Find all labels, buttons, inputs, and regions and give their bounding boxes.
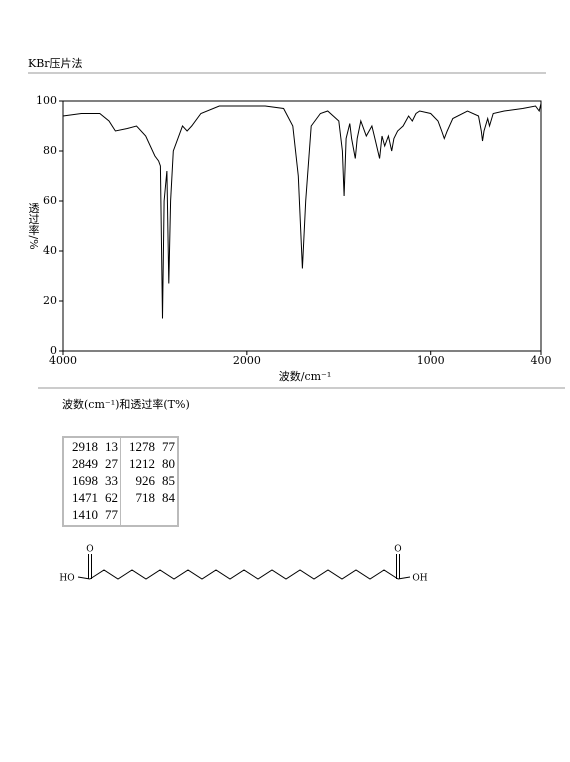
x-tick-label: 400	[531, 354, 552, 367]
peak-row: 2849 27	[66, 456, 118, 473]
peak-caption: 波数(cm⁻¹)和透过率(T%)	[62, 397, 190, 411]
peak-row: 1410 77	[66, 507, 118, 524]
y-tick-label: 60	[43, 194, 57, 207]
transmittance: 85	[162, 473, 175, 488]
atom-label: O	[394, 545, 401, 555]
x-tick-label: 2000	[233, 354, 261, 367]
peak-row: 1471 62	[66, 490, 118, 507]
y-axis-label: 透过率/%	[27, 202, 40, 249]
atom-label: OH	[412, 574, 427, 584]
transmittance: 27	[105, 456, 118, 471]
structure: HO O O OH	[59, 545, 427, 584]
wavenumber: 2918	[72, 439, 98, 454]
peak-column: 1278 77 1212 80 926 85 718 84	[120, 436, 179, 527]
y-tick-label: 100	[36, 94, 57, 107]
transmittance: 13	[105, 439, 118, 454]
transmittance: 62	[105, 490, 118, 505]
peak-row: 718 84	[123, 490, 176, 507]
wavenumber: 926	[135, 473, 156, 488]
x-tick-label: 4000	[49, 354, 77, 367]
method-title: KBr压片法	[28, 56, 83, 70]
bond	[77, 576, 91, 580]
peak-table: 2918 13 2849 27 1698 33 1471 62 1410 77 1278 77 1212…	[62, 436, 179, 527]
wavenumber: 1410	[72, 507, 98, 522]
wavenumber: 1698	[72, 473, 98, 488]
transmittance: 77	[162, 439, 175, 454]
y-tick-label: 20	[43, 294, 57, 307]
peak-row: 2918 13	[66, 439, 118, 456]
peak-row: 1278 77	[123, 439, 175, 456]
plot-frame	[62, 100, 542, 352]
bond-chain	[89, 569, 399, 580]
x-tick-label: 1000	[417, 354, 445, 367]
x-axis-label: 波数/cm⁻¹	[279, 370, 332, 383]
atom-label: O	[86, 545, 93, 555]
wavenumber: 1212	[129, 456, 155, 471]
transmittance: 77	[105, 507, 118, 522]
transmittance: 33	[105, 473, 118, 488]
bond	[397, 576, 411, 580]
wavenumber: 2849	[72, 456, 98, 471]
y-tick-label: 40	[43, 244, 57, 257]
y-tick-label: 80	[43, 144, 57, 157]
wavenumber: 1278	[129, 439, 155, 454]
wavenumber: 718	[135, 490, 156, 505]
wavenumber: 1471	[72, 490, 98, 505]
peak-row: 1212 80	[123, 456, 175, 473]
peak-column: 2918 13 2849 27 1698 33 1471 62 1410 77	[62, 436, 121, 527]
transmittance: 84	[162, 490, 175, 505]
transmittance: 80	[162, 456, 175, 471]
y-tick-label: 0	[50, 344, 57, 357]
atom-label: HO	[59, 574, 74, 584]
peak-row: 926 85	[123, 473, 176, 490]
spectrum-line	[62, 103, 542, 319]
peak-row: 1698 33	[66, 473, 118, 490]
